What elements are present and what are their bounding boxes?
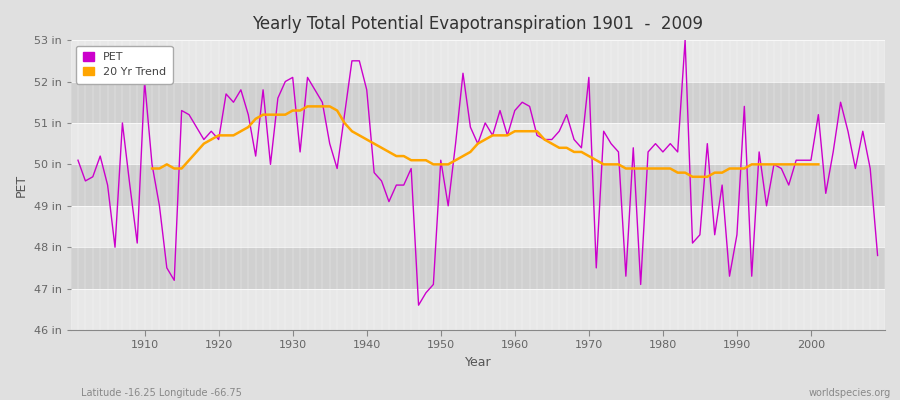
20 Yr Trend bbox=[687, 174, 698, 179]
20 Yr Trend bbox=[539, 137, 550, 142]
PET bbox=[131, 241, 142, 246]
Bar bbox=[70, 40, 885, 82]
20 Yr Trend bbox=[813, 162, 824, 167]
Title: Yearly Total Potential Evapotranspiration 1901  -  2009: Yearly Total Potential Evapotranspiratio… bbox=[252, 15, 703, 33]
PET bbox=[606, 141, 616, 146]
PET bbox=[509, 108, 520, 113]
20 Yr Trend bbox=[302, 104, 313, 109]
20 Yr Trend bbox=[310, 104, 320, 109]
Line: PET: PET bbox=[78, 40, 878, 305]
PET bbox=[413, 303, 424, 308]
20 Yr Trend bbox=[228, 133, 238, 138]
Bar bbox=[70, 289, 885, 330]
PET bbox=[294, 150, 305, 154]
Text: Latitude -16.25 Longitude -66.75: Latitude -16.25 Longitude -66.75 bbox=[81, 388, 242, 398]
20 Yr Trend bbox=[806, 162, 816, 167]
Text: worldspecies.org: worldspecies.org bbox=[809, 388, 891, 398]
20 Yr Trend bbox=[724, 166, 735, 171]
X-axis label: Year: Year bbox=[464, 356, 491, 369]
PET bbox=[517, 100, 527, 105]
Line: 20 Yr Trend: 20 Yr Trend bbox=[152, 106, 818, 177]
Bar bbox=[70, 206, 885, 247]
PET bbox=[73, 158, 84, 163]
20 Yr Trend bbox=[324, 104, 335, 109]
Bar bbox=[70, 247, 885, 289]
PET bbox=[872, 253, 883, 258]
PET bbox=[339, 112, 350, 117]
Bar bbox=[70, 164, 885, 206]
Bar bbox=[70, 123, 885, 164]
Legend: PET, 20 Yr Trend: PET, 20 Yr Trend bbox=[76, 46, 173, 84]
Y-axis label: PET: PET bbox=[15, 174, 28, 197]
20 Yr Trend bbox=[147, 166, 158, 171]
Bar bbox=[70, 82, 885, 123]
PET bbox=[680, 38, 690, 42]
